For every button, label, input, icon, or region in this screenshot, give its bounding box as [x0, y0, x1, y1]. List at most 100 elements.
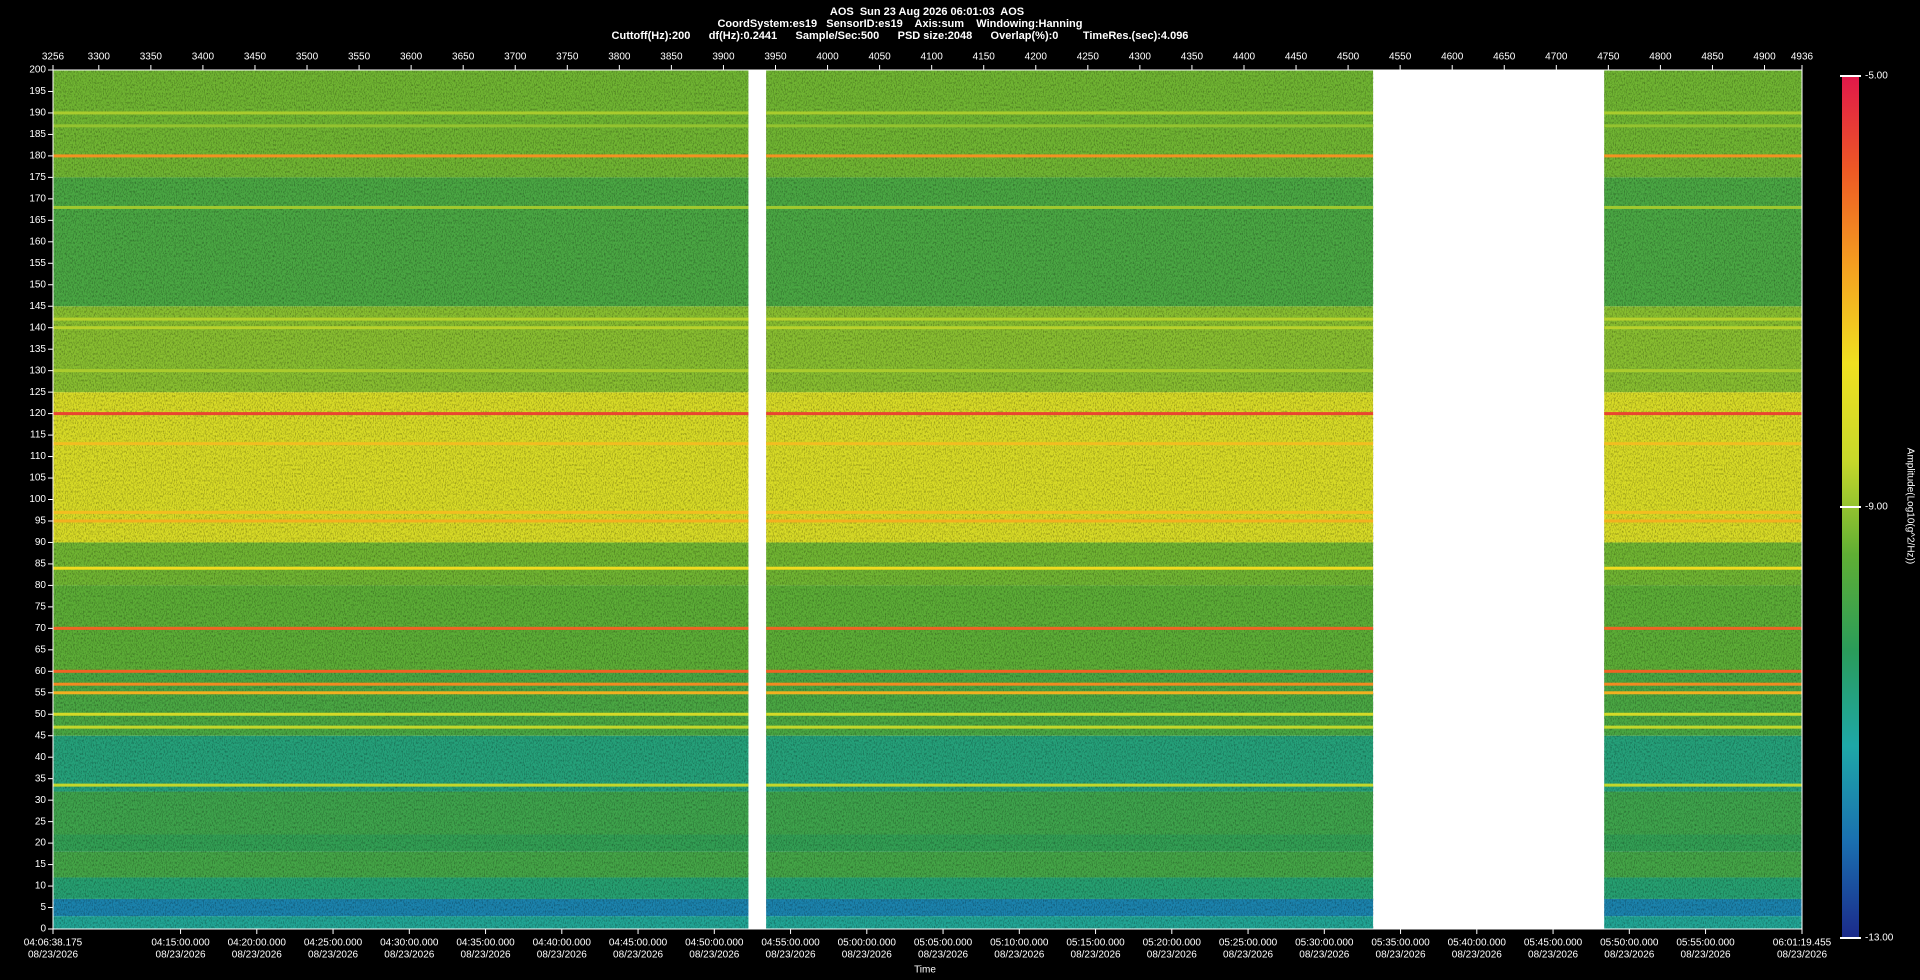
date-tick-label: 08/23/2026 [232, 950, 282, 961]
x-tick-label: 4600 [1441, 52, 1464, 63]
tonal-line [53, 317, 749, 321]
date-tick-label: 08/23/2026 [461, 950, 511, 961]
x-tick-label: 3900 [712, 52, 735, 63]
tonal-line [766, 669, 1374, 673]
y-tick-label: 170 [29, 193, 46, 204]
x-tick-label: 4300 [1129, 52, 1152, 63]
time-tick-label: 04:50:00.000 [685, 938, 744, 949]
tonal-line [766, 412, 1374, 416]
x-tick-label: 4850 [1701, 52, 1724, 63]
time-tick-label: 05:35:00.000 [1371, 938, 1430, 949]
time-tick-label: 05:40:00.000 [1448, 938, 1507, 949]
y-tick-label: 180 [29, 151, 46, 162]
colorbar-tick-label: -13.00 [1865, 933, 1894, 944]
y-tick-label: 15 [35, 859, 47, 870]
tonal-line [53, 519, 749, 523]
time-tick-label: 04:55:00.000 [761, 938, 820, 949]
tonal-line [1604, 783, 1802, 787]
x-tick-label: 3400 [192, 52, 215, 63]
tonal-line [766, 369, 1374, 373]
y-tick-label: 20 [35, 838, 47, 849]
date-tick-label: 08/23/2026 [1376, 950, 1426, 961]
date-tick-label: 08/23/2026 [537, 950, 587, 961]
tonal-line [1604, 712, 1802, 716]
tonal-line [766, 442, 1374, 446]
tonal-line [766, 712, 1374, 716]
time-tick-label: 05:10:00.000 [990, 938, 1049, 949]
tonal-line [53, 124, 749, 128]
date-tick-label: 08/23/2026 [1777, 950, 1827, 961]
tonal-line [53, 669, 749, 673]
y-tick-label: 125 [29, 387, 46, 398]
x-tick-label: 3600 [400, 52, 423, 63]
tonal-line [53, 510, 749, 514]
y-tick-label: 105 [29, 473, 46, 484]
tonal-line [1604, 566, 1802, 570]
y-tick-label: 175 [29, 172, 46, 183]
x-tick-label: 3700 [504, 52, 527, 63]
tonal-line [1604, 369, 1802, 373]
y-tick-label: 75 [35, 602, 47, 613]
x-tick-label: 4150 [973, 52, 996, 63]
tonal-line [53, 682, 749, 686]
title-line: Cuttoff(Hz):200 df(Hz):0.2441 Sample/Sec… [612, 30, 1189, 42]
y-tick-label: 195 [29, 86, 46, 97]
time-tick-label: 06:01:19.455 [1773, 938, 1832, 949]
x-tick-label: 4200 [1025, 52, 1048, 63]
noise-texture [766, 70, 1374, 929]
date-tick-label: 08/23/2026 [1681, 950, 1731, 961]
title-line: AOS Sun 23 Aug 2026 06:01:03 AOS [830, 6, 1024, 18]
date-tick-label: 08/23/2026 [1223, 950, 1273, 961]
date-tick-label: 08/23/2026 [994, 950, 1044, 961]
tonal-line [766, 317, 1374, 321]
y-tick-label: 50 [35, 709, 47, 720]
tonal-line [1604, 111, 1802, 115]
x-tick-label: 3500 [296, 52, 319, 63]
x-tick-label: 4400 [1233, 52, 1256, 63]
x-tick-label: 4000 [816, 52, 839, 63]
x-tick-label: 3550 [348, 52, 371, 63]
y-tick-label: 55 [35, 687, 47, 698]
y-tick-label: 90 [35, 537, 47, 548]
x-tick-label: 4800 [1649, 52, 1672, 63]
tonal-line [1604, 682, 1802, 686]
tonal-line [53, 691, 749, 695]
x-axis-label: Time [914, 965, 936, 976]
x-tick-label: 3256 [42, 52, 65, 63]
tonal-line [53, 326, 749, 330]
y-tick-label: 190 [29, 108, 46, 119]
y-tick-label: 140 [29, 322, 46, 333]
time-tick-label: 05:55:00.000 [1676, 938, 1735, 949]
x-tick-label: 3450 [244, 52, 267, 63]
time-tick-label: 05:25:00.000 [1219, 938, 1278, 949]
y-tick-label: 135 [29, 344, 46, 355]
y-tick-label: 145 [29, 301, 46, 312]
time-tick-label: 04:15:00.000 [151, 938, 210, 949]
colorbar-label: Amplitude(Log10(g^2/Hz)) [1904, 448, 1915, 564]
time-tick-label: 04:45:00.000 [609, 938, 668, 949]
title-line: CoordSystem:es19 SensorID:es19 Axis:sum … [717, 18, 1082, 30]
x-tick-label: 3650 [452, 52, 475, 63]
tonal-line [53, 442, 749, 446]
noise-texture [53, 70, 749, 929]
date-tick-label: 08/23/2026 [689, 950, 739, 961]
y-tick-label: 185 [29, 129, 46, 140]
tonal-line [53, 205, 749, 209]
tonal-line [1604, 691, 1802, 695]
time-tick-label: 05:15:00.000 [1066, 938, 1125, 949]
time-tick-label: 04:25:00.000 [304, 938, 363, 949]
y-tick-label: 95 [35, 516, 47, 527]
tonal-line [53, 412, 749, 416]
time-tick-label: 04:35:00.000 [456, 938, 515, 949]
y-tick-label: 130 [29, 365, 46, 376]
tonal-line [1604, 669, 1802, 673]
x-tick-label: 3750 [556, 52, 579, 63]
x-tick-label: 3350 [140, 52, 163, 63]
tonal-line [53, 154, 749, 158]
y-tick-label: 115 [30, 430, 46, 441]
date-tick-label: 08/23/2026 [918, 950, 968, 961]
y-tick-label: 160 [29, 236, 46, 247]
x-tick-label: 4650 [1493, 52, 1516, 63]
tonal-line [1604, 412, 1802, 416]
